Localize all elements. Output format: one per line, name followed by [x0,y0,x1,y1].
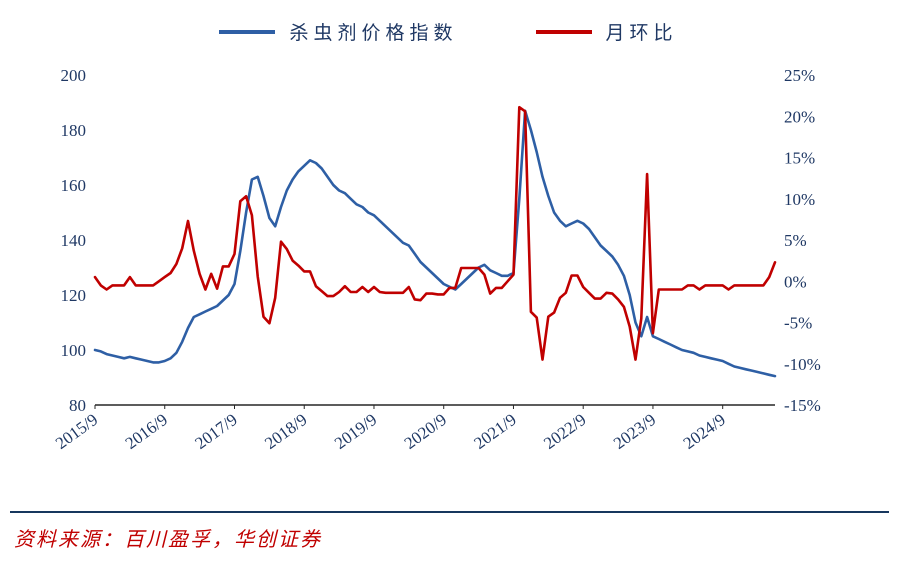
right-axis-tick-label: -15% [784,396,821,415]
price-index-line-swatch [219,29,276,34]
left-axis-tick-label: 140 [61,231,87,250]
right-axis-tick-label: 15% [784,149,815,168]
right-axis-tick-label: 0% [784,272,807,291]
x-axis-tick-label: 2021/9 [470,410,519,453]
x-axis-tick-label: 2018/9 [261,410,310,453]
legend-label-mom: 月环比 [605,23,678,44]
right-axis-tick-label: -10% [784,355,821,374]
right-axis-tick-label: 20% [784,107,815,126]
x-axis-tick-label: 2023/9 [610,410,659,453]
chart: 200 180 160 140 120 100 80 25% 20% 15% 10% 5% 0% -5% -… [52,66,821,453]
left-axis-tick-label: 100 [61,341,87,360]
right-axis-tick-label: 10% [784,190,815,209]
x-axis-tick-label: 2015/9 [52,410,101,453]
x-axis-tick-label: 2022/9 [540,410,589,453]
mom-line-swatch [535,29,592,34]
source-text: 资料来源：百川盈孚，华创证券 [14,529,322,551]
left-axis-tick-label: 180 [61,121,87,140]
chart-svg: 200 180 160 140 120 100 80 25% 20% 15% 10% 5% 0% -5% -… [52,66,821,453]
left-axis-tick-label: 80 [69,396,86,415]
left-axis-tick-label: 200 [61,66,87,85]
legend-label-price-index: 杀虫剂价格指数 [289,23,458,44]
legend-item-mom: 月环比 [535,18,678,45]
left-axis-tick-label: 160 [61,176,87,195]
x-axis-tick-label: 2016/9 [122,410,171,453]
left-axis-tick-label: 120 [61,286,87,305]
legend-item-price-index: 杀虫剂价格指数 [219,18,457,45]
mom-line [93,105,777,361]
footer-divider [10,511,889,513]
x-axis-tick-label: 2024/9 [680,410,729,453]
right-axis-tick-label: 5% [784,231,807,250]
x-axis-tick-label: 2019/9 [331,410,380,453]
x-axis-tick-label: 2020/9 [401,410,450,453]
x-axis-tick-label: 2017/9 [191,410,240,453]
price-index-line [93,109,777,378]
right-axis-tick-label: -5% [784,314,812,333]
legend: 杀虫剂价格指数 月环比 [0,18,897,45]
right-axis-tick-label: 25% [784,66,815,85]
